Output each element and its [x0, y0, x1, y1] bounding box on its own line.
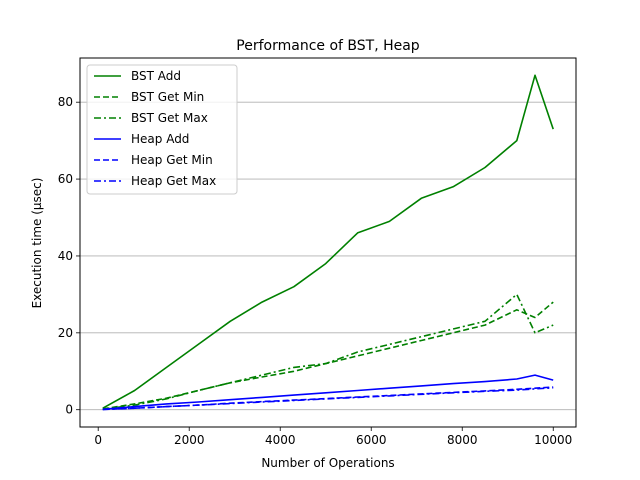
y-tick-label: 20 [58, 326, 73, 340]
x-tick-label: 8000 [447, 433, 478, 447]
series-lines [102, 74, 554, 411]
y-tick-label: 60 [58, 172, 73, 186]
plot-frame [79, 57, 577, 428]
series-line-bst-get-max [102, 293, 554, 411]
x-axis-label: Number of Operations [261, 456, 394, 470]
legend-label: BST Add [131, 69, 181, 83]
y-tick-label: 40 [58, 249, 73, 263]
series-line-bst-get-min [102, 301, 554, 410]
x-tick-label: 4000 [265, 433, 296, 447]
series-line-bst-add [102, 74, 554, 409]
x-tick-label: 2000 [174, 433, 205, 447]
x-axis-ticks: 0 2000 4000 6000 8000 10000 [94, 427, 572, 447]
legend-label: Heap Add [131, 132, 189, 146]
y-tick-label: 80 [58, 95, 73, 109]
y-tick-label: 0 [65, 403, 73, 417]
series-line-heap-get-max [102, 387, 554, 411]
legend: BST Add BST Get Min BST Get Max Heap Add Hea… [86, 64, 238, 195]
series-line-heap-add [102, 374, 554, 411]
series-line-heap-get-min [102, 386, 554, 411]
legend-label: Heap Get Max [131, 174, 216, 188]
legend-label: BST Get Min [131, 90, 204, 104]
legend-label: Heap Get Min [131, 153, 213, 167]
legend-label: BST Get Max [131, 111, 208, 125]
y-axis-ticks: 0 20 40 60 80 [58, 95, 80, 417]
x-tick-label: 6000 [356, 433, 387, 447]
chart-title: Performance of BST, Heap [236, 38, 420, 54]
legend-box [86, 64, 238, 195]
x-tick-label: 10000 [534, 433, 572, 447]
x-tick-label: 0 [94, 433, 102, 447]
y-axis-label: Execution time (μsec) [30, 178, 44, 309]
